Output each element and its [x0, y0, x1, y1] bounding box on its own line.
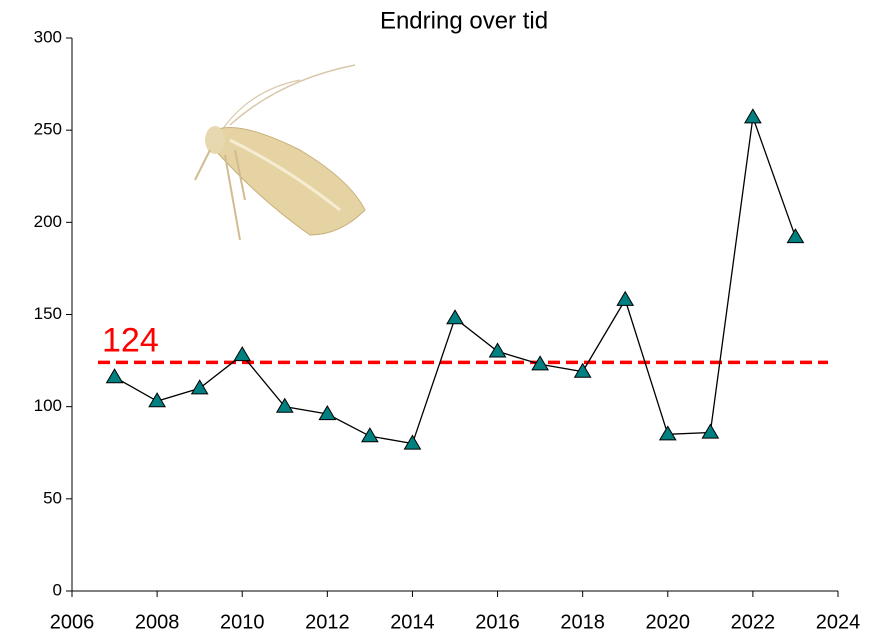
- point: [616, 290, 635, 306]
- point: [148, 392, 166, 408]
- y-tick-label: 250: [34, 120, 62, 139]
- y-tick-label: 300: [34, 27, 62, 46]
- point: [190, 379, 209, 395]
- y-tick-label: 0: [53, 580, 62, 599]
- x-tick-label: 2020: [646, 611, 691, 633]
- reference-label: 124: [102, 321, 159, 359]
- point: [403, 434, 422, 450]
- point: [573, 362, 592, 378]
- y-tick-label: 200: [34, 212, 62, 231]
- point: [531, 355, 549, 371]
- moth-illustration: [194, 64, 366, 241]
- point: [488, 342, 507, 358]
- point: [744, 108, 762, 124]
- point: [275, 397, 294, 413]
- x-tick-label: 2018: [560, 611, 605, 633]
- x-tick-label: 2024: [816, 611, 861, 633]
- x-tick-label: 2008: [135, 611, 180, 633]
- point: [318, 405, 337, 421]
- y-tick-label: 50: [43, 488, 62, 507]
- point: [446, 309, 464, 325]
- x-tick-label: 2022: [731, 611, 776, 633]
- chart-title: Endring over tid: [380, 7, 548, 34]
- point: [701, 423, 720, 439]
- y-tick-label: 100: [34, 396, 62, 415]
- y-tick-label: 150: [34, 304, 62, 323]
- x-tick-label: 2010: [220, 611, 265, 633]
- point: [786, 228, 805, 244]
- x-tick-label: 2016: [475, 611, 520, 633]
- series-line: [114, 117, 797, 445]
- point: [361, 427, 379, 443]
- x-tick-label: 2012: [305, 611, 350, 633]
- x-tick-label: 2006: [50, 611, 95, 633]
- point: [105, 368, 124, 384]
- x-tick-label: 2014: [390, 611, 435, 633]
- point: [233, 346, 252, 362]
- point: [658, 425, 677, 441]
